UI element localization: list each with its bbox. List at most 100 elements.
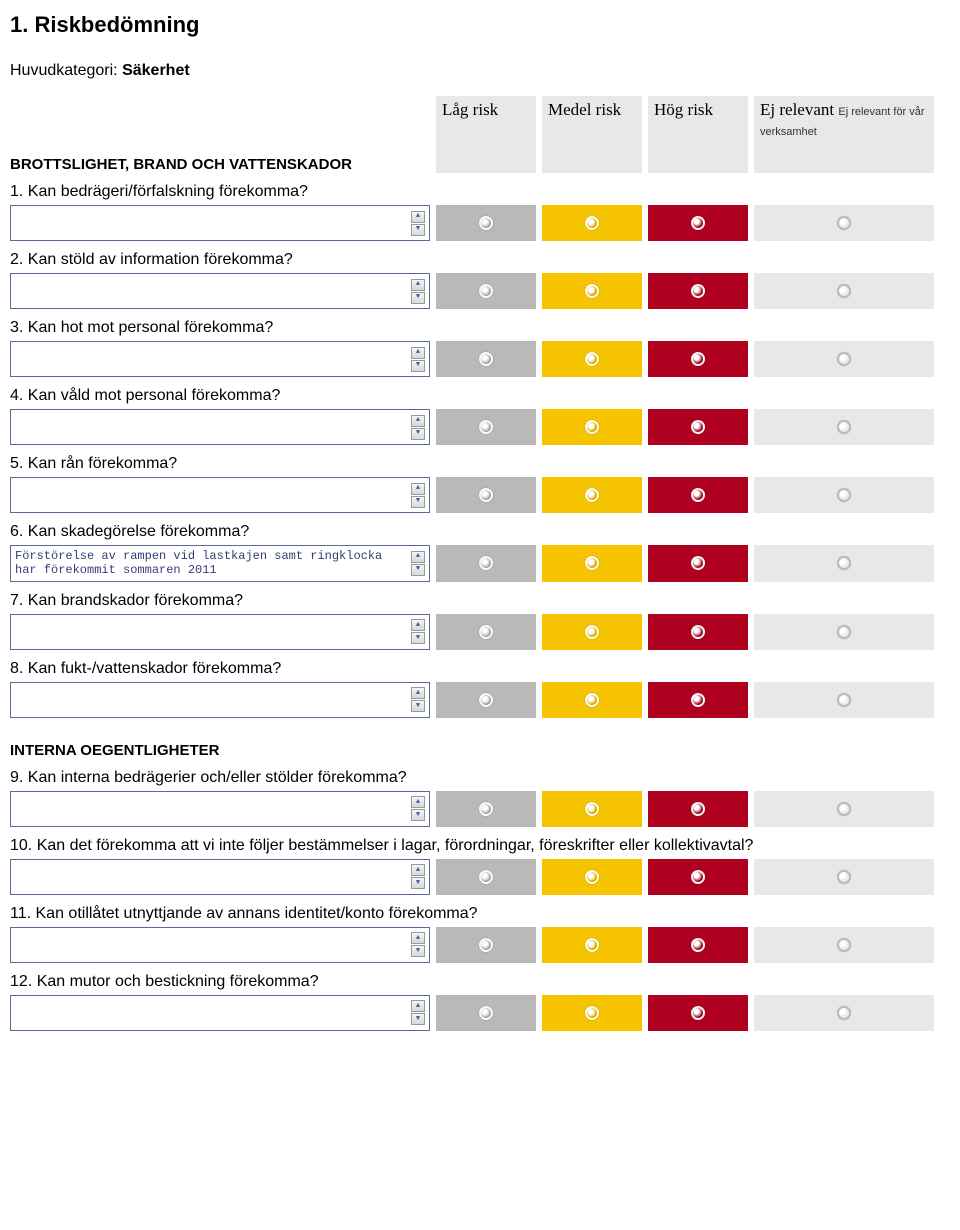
medium-risk-cell[interactable] <box>542 791 642 827</box>
high-risk-cell[interactable] <box>648 205 748 241</box>
comment-textarea[interactable]: ▲▼ <box>10 205 430 241</box>
not-relevant-cell[interactable] <box>754 409 934 445</box>
low-risk-cell[interactable] <box>436 341 536 377</box>
medium-risk-cell[interactable] <box>542 859 642 895</box>
not-relevant-cell[interactable] <box>754 341 934 377</box>
comment-textarea[interactable]: ▲▼ <box>10 682 430 718</box>
spinner-down-icon[interactable]: ▼ <box>411 1013 425 1025</box>
high-risk-cell[interactable] <box>648 409 748 445</box>
not-relevant-cell[interactable] <box>754 205 934 241</box>
comment-textarea[interactable]: Förstörelse av rampen vid lastkajen samt… <box>10 545 430 582</box>
spinner-down-icon[interactable]: ▼ <box>411 428 425 440</box>
radio-icon[interactable] <box>837 693 851 707</box>
not-relevant-cell[interactable] <box>754 477 934 513</box>
spinner-up-icon[interactable]: ▲ <box>411 415 425 427</box>
spinner-down-icon[interactable]: ▼ <box>411 360 425 372</box>
medium-risk-cell[interactable] <box>542 614 642 650</box>
radio-icon[interactable] <box>691 216 705 230</box>
comment-textarea[interactable]: ▲▼ <box>10 614 430 650</box>
not-relevant-cell[interactable] <box>754 682 934 718</box>
radio-icon[interactable] <box>479 420 493 434</box>
radio-icon[interactable] <box>691 625 705 639</box>
spinner-up-icon[interactable]: ▲ <box>411 551 425 563</box>
radio-icon[interactable] <box>691 488 705 502</box>
radio-icon[interactable] <box>479 693 493 707</box>
radio-icon[interactable] <box>585 802 599 816</box>
spinner-up-icon[interactable]: ▲ <box>411 932 425 944</box>
spinner-up-icon[interactable]: ▲ <box>411 687 425 699</box>
radio-icon[interactable] <box>585 556 599 570</box>
radio-icon[interactable] <box>585 870 599 884</box>
radio-icon[interactable] <box>585 488 599 502</box>
low-risk-cell[interactable] <box>436 682 536 718</box>
radio-icon[interactable] <box>585 420 599 434</box>
radio-icon[interactable] <box>837 352 851 366</box>
radio-icon[interactable] <box>585 938 599 952</box>
radio-icon[interactable] <box>837 488 851 502</box>
radio-icon[interactable] <box>691 556 705 570</box>
spinner-down-icon[interactable]: ▼ <box>411 700 425 712</box>
not-relevant-cell[interactable] <box>754 791 934 827</box>
radio-icon[interactable] <box>691 938 705 952</box>
radio-icon[interactable] <box>479 352 493 366</box>
not-relevant-cell[interactable] <box>754 545 934 582</box>
medium-risk-cell[interactable] <box>542 995 642 1031</box>
not-relevant-cell[interactable] <box>754 859 934 895</box>
high-risk-cell[interactable] <box>648 927 748 963</box>
high-risk-cell[interactable] <box>648 545 748 582</box>
medium-risk-cell[interactable] <box>542 682 642 718</box>
spinner-down-icon[interactable]: ▼ <box>411 564 425 576</box>
low-risk-cell[interactable] <box>436 927 536 963</box>
radio-icon[interactable] <box>479 556 493 570</box>
spinner-up-icon[interactable]: ▲ <box>411 864 425 876</box>
comment-textarea[interactable]: ▲▼ <box>10 995 430 1031</box>
high-risk-cell[interactable] <box>648 273 748 309</box>
spinner-up-icon[interactable]: ▲ <box>411 796 425 808</box>
radio-icon[interactable] <box>585 1006 599 1020</box>
low-risk-cell[interactable] <box>436 791 536 827</box>
radio-icon[interactable] <box>479 938 493 952</box>
radio-icon[interactable] <box>479 488 493 502</box>
radio-icon[interactable] <box>479 625 493 639</box>
spinner-down-icon[interactable]: ▼ <box>411 945 425 957</box>
high-risk-cell[interactable] <box>648 614 748 650</box>
radio-icon[interactable] <box>837 625 851 639</box>
high-risk-cell[interactable] <box>648 995 748 1031</box>
comment-textarea[interactable]: ▲▼ <box>10 409 430 445</box>
not-relevant-cell[interactable] <box>754 273 934 309</box>
high-risk-cell[interactable] <box>648 477 748 513</box>
low-risk-cell[interactable] <box>436 477 536 513</box>
medium-risk-cell[interactable] <box>542 341 642 377</box>
comment-textarea[interactable]: ▲▼ <box>10 477 430 513</box>
medium-risk-cell[interactable] <box>542 545 642 582</box>
high-risk-cell[interactable] <box>648 791 748 827</box>
medium-risk-cell[interactable] <box>542 477 642 513</box>
medium-risk-cell[interactable] <box>542 273 642 309</box>
spinner-down-icon[interactable]: ▼ <box>411 292 425 304</box>
high-risk-cell[interactable] <box>648 682 748 718</box>
not-relevant-cell[interactable] <box>754 614 934 650</box>
radio-icon[interactable] <box>691 420 705 434</box>
not-relevant-cell[interactable] <box>754 995 934 1031</box>
radio-icon[interactable] <box>585 284 599 298</box>
comment-textarea[interactable]: ▲▼ <box>10 341 430 377</box>
spinner-down-icon[interactable]: ▼ <box>411 877 425 889</box>
radio-icon[interactable] <box>691 870 705 884</box>
low-risk-cell[interactable] <box>436 205 536 241</box>
radio-icon[interactable] <box>585 693 599 707</box>
spinner-up-icon[interactable]: ▲ <box>411 347 425 359</box>
radio-icon[interactable] <box>479 1006 493 1020</box>
radio-icon[interactable] <box>837 870 851 884</box>
radio-icon[interactable] <box>691 693 705 707</box>
spinner-up-icon[interactable]: ▲ <box>411 483 425 495</box>
low-risk-cell[interactable] <box>436 859 536 895</box>
low-risk-cell[interactable] <box>436 409 536 445</box>
high-risk-cell[interactable] <box>648 341 748 377</box>
radio-icon[interactable] <box>691 1006 705 1020</box>
not-relevant-cell[interactable] <box>754 927 934 963</box>
radio-icon[interactable] <box>479 870 493 884</box>
comment-textarea[interactable]: ▲▼ <box>10 273 430 309</box>
spinner-down-icon[interactable]: ▼ <box>411 496 425 508</box>
low-risk-cell[interactable] <box>436 273 536 309</box>
radio-icon[interactable] <box>837 556 851 570</box>
